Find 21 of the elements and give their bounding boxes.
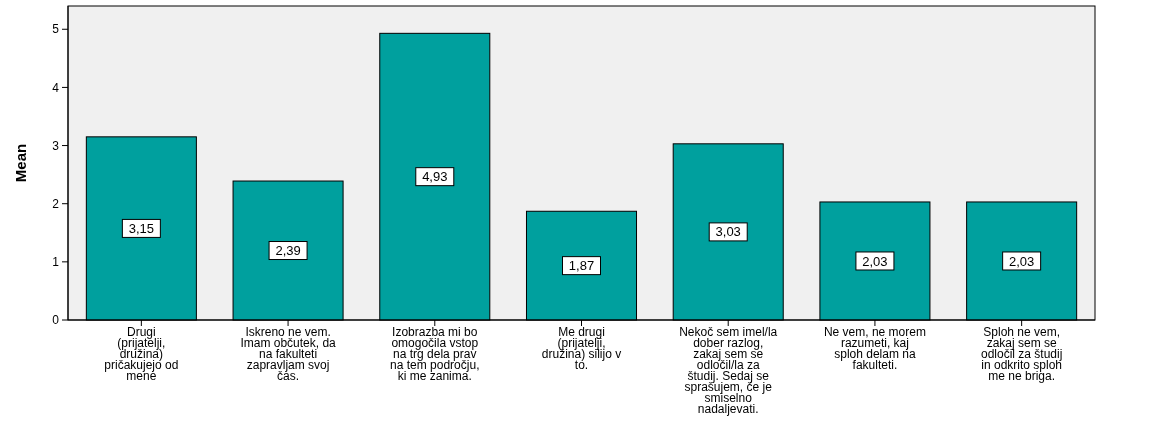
y-tick-label: 0 [52, 313, 60, 328]
y-tick-label: 1 [52, 255, 60, 270]
data-label: 2,03 [862, 253, 888, 269]
y-tick-label: 2 [52, 196, 60, 211]
x-tick-label: Iskreno ne vem. Imam občutek, da na fakulteti zapravljam svoj čas. [240, 325, 337, 383]
y-tick-label: 5 [52, 22, 60, 37]
data-label: 2,03 [1008, 253, 1035, 269]
data-label: 1,87 [568, 258, 595, 274]
x-tick-label: Sploh ne vem, zakaj sem se odločil za študij in odkrito sploh me ne briga. [980, 325, 1063, 383]
data-label: 2,39 [275, 243, 301, 259]
data-label: 3,15 [128, 220, 155, 236]
x-tick-label: Ne vem, ne morem razumeti, kaj sploh delam na fakulteti. [823, 325, 926, 372]
y-axis-title: Mean [12, 143, 29, 183]
x-tick-label: Nekoč sem imel/la dober razlog, zakaj sem se odločil/la za študij. Sedaj se sprašujem, če je smiselno nadaljevati. [679, 325, 778, 416]
y-tick-label: 3 [52, 138, 60, 153]
data-label: 3,03 [715, 224, 741, 240]
data-label: 4,93 [422, 169, 448, 185]
y-tick-label: 4 [52, 80, 60, 95]
x-tick-label: Drugi (prijatelji, družina) pričakujejo od mene [104, 325, 179, 383]
x-tick-label: Izobrazba mi bo omogočila vstop na trg dela prav na tem področju, ki me zanima. [390, 325, 480, 383]
x-tick-label: Me drugi (prijatelji, družina) silijo v to. [541, 325, 622, 372]
